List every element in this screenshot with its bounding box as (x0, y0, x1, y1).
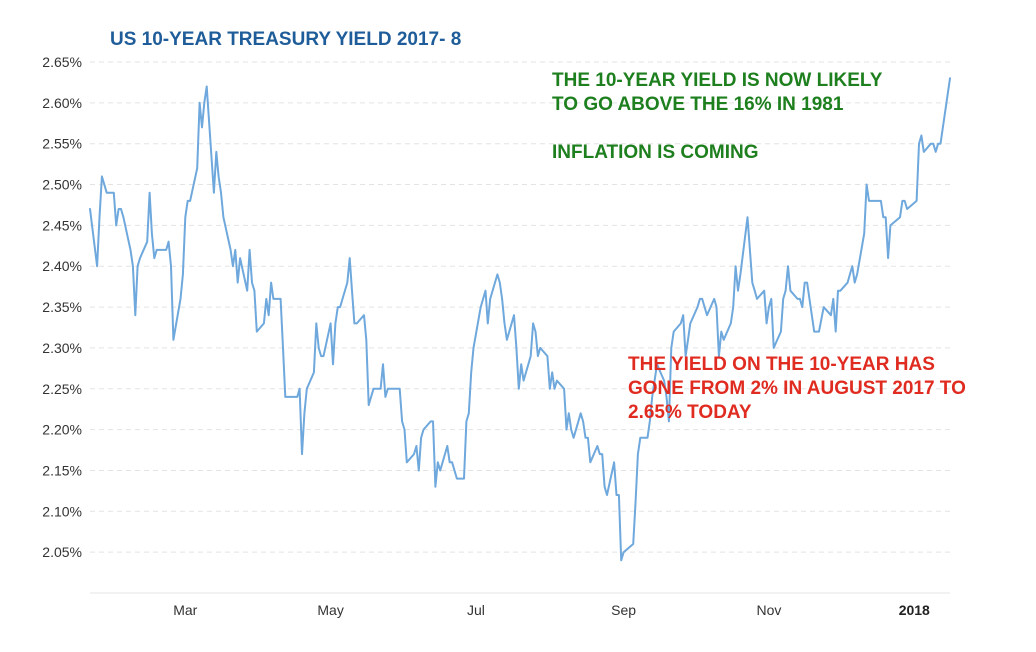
annotation-line: THE 10-YEAR YIELD IS NOW LIKELY (552, 70, 883, 91)
y-tick-label: 2.25% (42, 381, 82, 397)
annotation-text: THE 10-YEAR YIELD IS NOW LIKELY TO GO ABO… (552, 70, 883, 163)
annotation-text: THE YIELD ON THE 10-YEAR HAS GONE FROM 2%… (628, 354, 966, 423)
x-tick-label: Sep (611, 602, 636, 618)
series-line (89, 77, 951, 562)
x-tick-label: Nov (756, 602, 781, 618)
y-tick-label: 2.20% (42, 422, 82, 438)
y-tick-label: 2.10% (42, 503, 82, 519)
y-tick-label: 2.45% (42, 217, 82, 233)
y-tick-label: 2.05% (42, 544, 82, 560)
y-tick-label: 2.30% (42, 340, 82, 356)
annotation-line: GONE FROM 2% IN AUGUST 2017 TO (628, 378, 966, 399)
chart-title: US 10-YEAR TREASURY YIELD 2017- 8 (110, 29, 461, 50)
annotation-line: TO GO ABOVE THE 16% IN 1981 (552, 94, 844, 115)
x-axis: Mar May Jul Sep Nov 2018 (173, 602, 930, 618)
x-tick-label: May (317, 602, 343, 618)
annotation-line: INFLATION IS COMING (552, 142, 759, 163)
y-tick-label: 2.60% (42, 95, 82, 111)
y-tick-label: 2.55% (42, 136, 82, 152)
annotation-line (552, 118, 557, 139)
y-tick-label: 2.40% (42, 258, 82, 274)
y-tick-label: 2.15% (42, 462, 82, 478)
y-tick-label: 2.65% (42, 54, 82, 70)
y-axis: 2.05% 2.10% 2.15% 2.20% 2.25% 2.30% 2.35% 2.40%… (42, 54, 82, 560)
x-tick-label: Jul (467, 602, 485, 618)
annotations: THE 10-YEAR YIELD IS NOW LIKELY TO GO ABO… (552, 70, 966, 423)
y-tick-label: 2.35% (42, 299, 82, 315)
series-group (89, 77, 951, 562)
grid-lines (90, 61, 950, 553)
x-tick-label: 2018 (899, 602, 930, 618)
x-tick-label: Mar (173, 602, 197, 618)
y-tick-label: 2.50% (42, 177, 82, 193)
annotation-line: THE YIELD ON THE 10-YEAR HAS (628, 354, 935, 375)
annotation-line: 2.65% TODAY (628, 402, 752, 423)
